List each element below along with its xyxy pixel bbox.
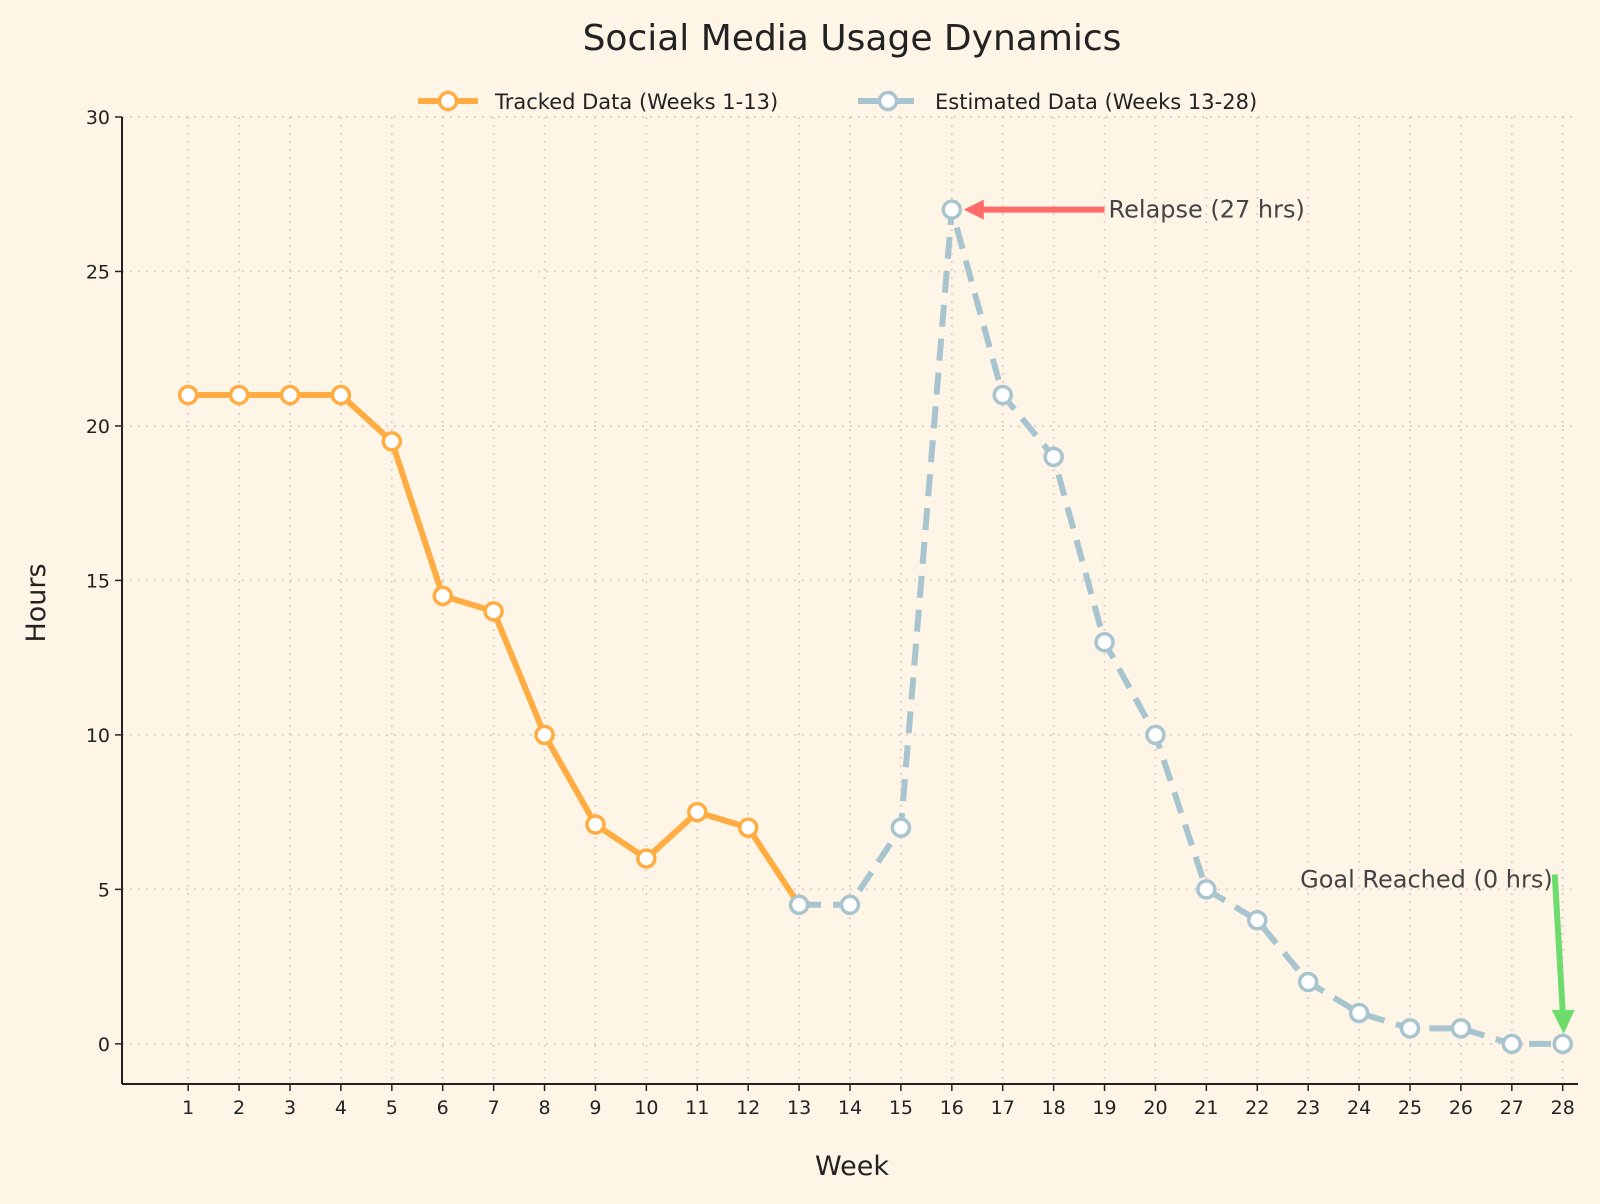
data-point [1196, 879, 1217, 900]
data-point [1501, 1033, 1523, 1055]
data-point [381, 431, 403, 452]
data-point [1552, 1033, 1573, 1055]
x-tick-label: 17 [991, 1097, 1015, 1119]
data-point [177, 384, 199, 406]
x-axis-label: Week [815, 1151, 889, 1182]
data-point [1450, 1018, 1472, 1039]
annotations: Relapse (27 hrs) Goal Reached (0 hrs) [963, 196, 1575, 1034]
x-tick-label: 4 [335, 1097, 347, 1119]
y-tick-label: 20 [86, 416, 110, 438]
x-tick-label: 19 [1092, 1097, 1116, 1119]
grid [122, 116, 1578, 1084]
x-tick-label: 23 [1296, 1097, 1320, 1119]
data-point [687, 801, 708, 823]
legend-marker [437, 90, 459, 112]
x-tick-label: 22 [1245, 1097, 1269, 1119]
x-tick-label: 25 [1398, 1097, 1422, 1119]
x-tick-label: 11 [685, 1097, 709, 1119]
goal-arrow [1551, 874, 1566, 1013]
data-point [992, 384, 1013, 406]
series-layer [177, 199, 1573, 1055]
legend-marker [877, 90, 899, 112]
series-line-1 [799, 206, 1563, 1047]
x-tick-label: 18 [1042, 1097, 1066, 1119]
x-tick-label: 1 [182, 1097, 194, 1119]
x-tick-label: 14 [838, 1097, 862, 1119]
data-point [1399, 1018, 1421, 1039]
y-axis-label: Hours [21, 563, 52, 642]
x-tick-label: 7 [488, 1097, 500, 1119]
x-tick-label: 3 [284, 1097, 296, 1119]
data-point [432, 585, 453, 607]
relapse-annotation: Relapse (27 hrs) [1109, 196, 1305, 224]
x-tick-label: 28 [1551, 1097, 1575, 1119]
data-point [788, 894, 810, 916]
chart-title: Social Media Usage Dynamics [583, 18, 1122, 59]
x-tick-label: 20 [1143, 1097, 1167, 1119]
x-tick-label: 9 [589, 1097, 601, 1119]
data-point [636, 848, 657, 869]
goal-arrowhead [1551, 1009, 1575, 1034]
x-tick-label: 13 [787, 1097, 811, 1119]
x-tick-label: 2 [233, 1097, 245, 1119]
y-tick-label: 25 [86, 261, 110, 283]
x-tick-label: 5 [386, 1097, 398, 1119]
x-tick-label: 12 [736, 1097, 760, 1119]
data-point [737, 817, 759, 838]
x-tick-label: 27 [1500, 1097, 1524, 1119]
x-tick-label: 24 [1347, 1097, 1371, 1119]
y-tick-label: 0 [98, 1034, 110, 1056]
data-point [279, 384, 301, 406]
data-point [1145, 724, 1166, 746]
data-point [1348, 1002, 1370, 1024]
y-tick-label: 10 [86, 725, 110, 747]
y-tick-label: 5 [98, 879, 110, 901]
data-point [890, 817, 912, 838]
data-point [1043, 446, 1064, 468]
x-tick-label: 26 [1449, 1097, 1473, 1119]
y-tick-label: 15 [86, 570, 110, 592]
data-point [534, 724, 555, 746]
relapse-arrowhead [963, 199, 984, 220]
data-point [941, 199, 963, 220]
x-tick-label: 6 [437, 1097, 449, 1119]
x-tick-label: 16 [940, 1097, 964, 1119]
series-line-0 [188, 392, 802, 907]
legend-label: Tracked Data (Weeks 1-13) [494, 90, 778, 114]
legend-label: Estimated Data (Weeks 13-28) [935, 90, 1257, 114]
data-point [839, 894, 861, 916]
data-point [1094, 631, 1115, 653]
x-tick-label: 8 [538, 1097, 550, 1119]
x-tick-label: 10 [634, 1097, 658, 1119]
data-point [585, 814, 606, 835]
y-tick-label: 30 [86, 107, 110, 129]
data-point [483, 601, 504, 622]
legend: Tracked Data (Weeks 1-13) Estimated Data … [418, 90, 1257, 114]
data-point [228, 384, 250, 406]
data-point [1247, 910, 1268, 931]
goal-annotation: Goal Reached (0 hrs) [1300, 865, 1553, 893]
data-point [330, 384, 352, 406]
x-tick-label: 15 [889, 1097, 913, 1119]
x-tick-label: 21 [1194, 1097, 1218, 1119]
data-point [1297, 971, 1319, 993]
